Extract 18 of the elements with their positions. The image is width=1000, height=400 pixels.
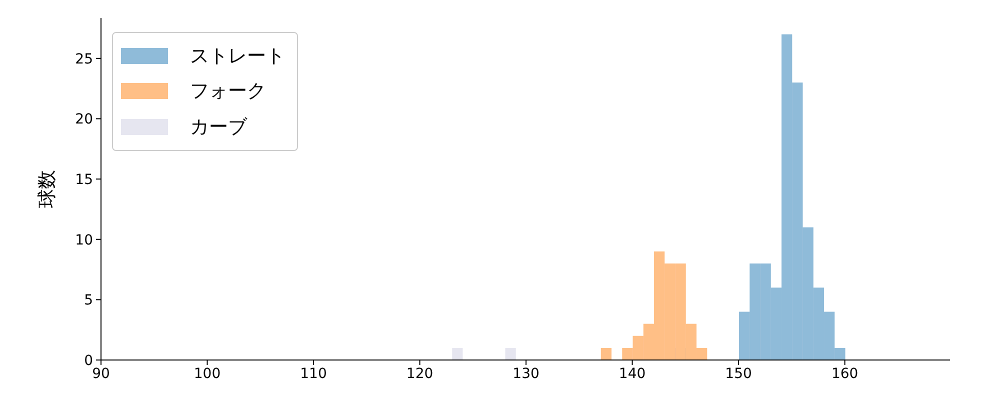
y-tick-label: 5 [84, 292, 93, 309]
x-tick-label: 100 [194, 366, 221, 382]
x-tick-label: 110 [300, 366, 327, 382]
y-tick-label: 0 [84, 352, 93, 369]
x-tick-label: 160 [831, 366, 858, 382]
x-tick-label: 150 [725, 366, 752, 382]
y-tick-label: 15 [75, 172, 93, 188]
x-tick-label: 130 [512, 366, 540, 382]
legend-label: フォーク [190, 79, 266, 104]
y-tick-label: 20 [75, 112, 93, 128]
y-tick-label: 25 [75, 51, 93, 68]
x-tick-label: 140 [618, 366, 646, 382]
x-tick-label: 120 [406, 366, 434, 382]
x-tick-label: 90 [92, 366, 110, 382]
legend-label: カーブ [190, 114, 247, 140]
legend-label: ストレート [190, 44, 285, 69]
y-tick-label: 10 [75, 232, 93, 248]
y-axis-title: 球数 [36, 170, 58, 208]
